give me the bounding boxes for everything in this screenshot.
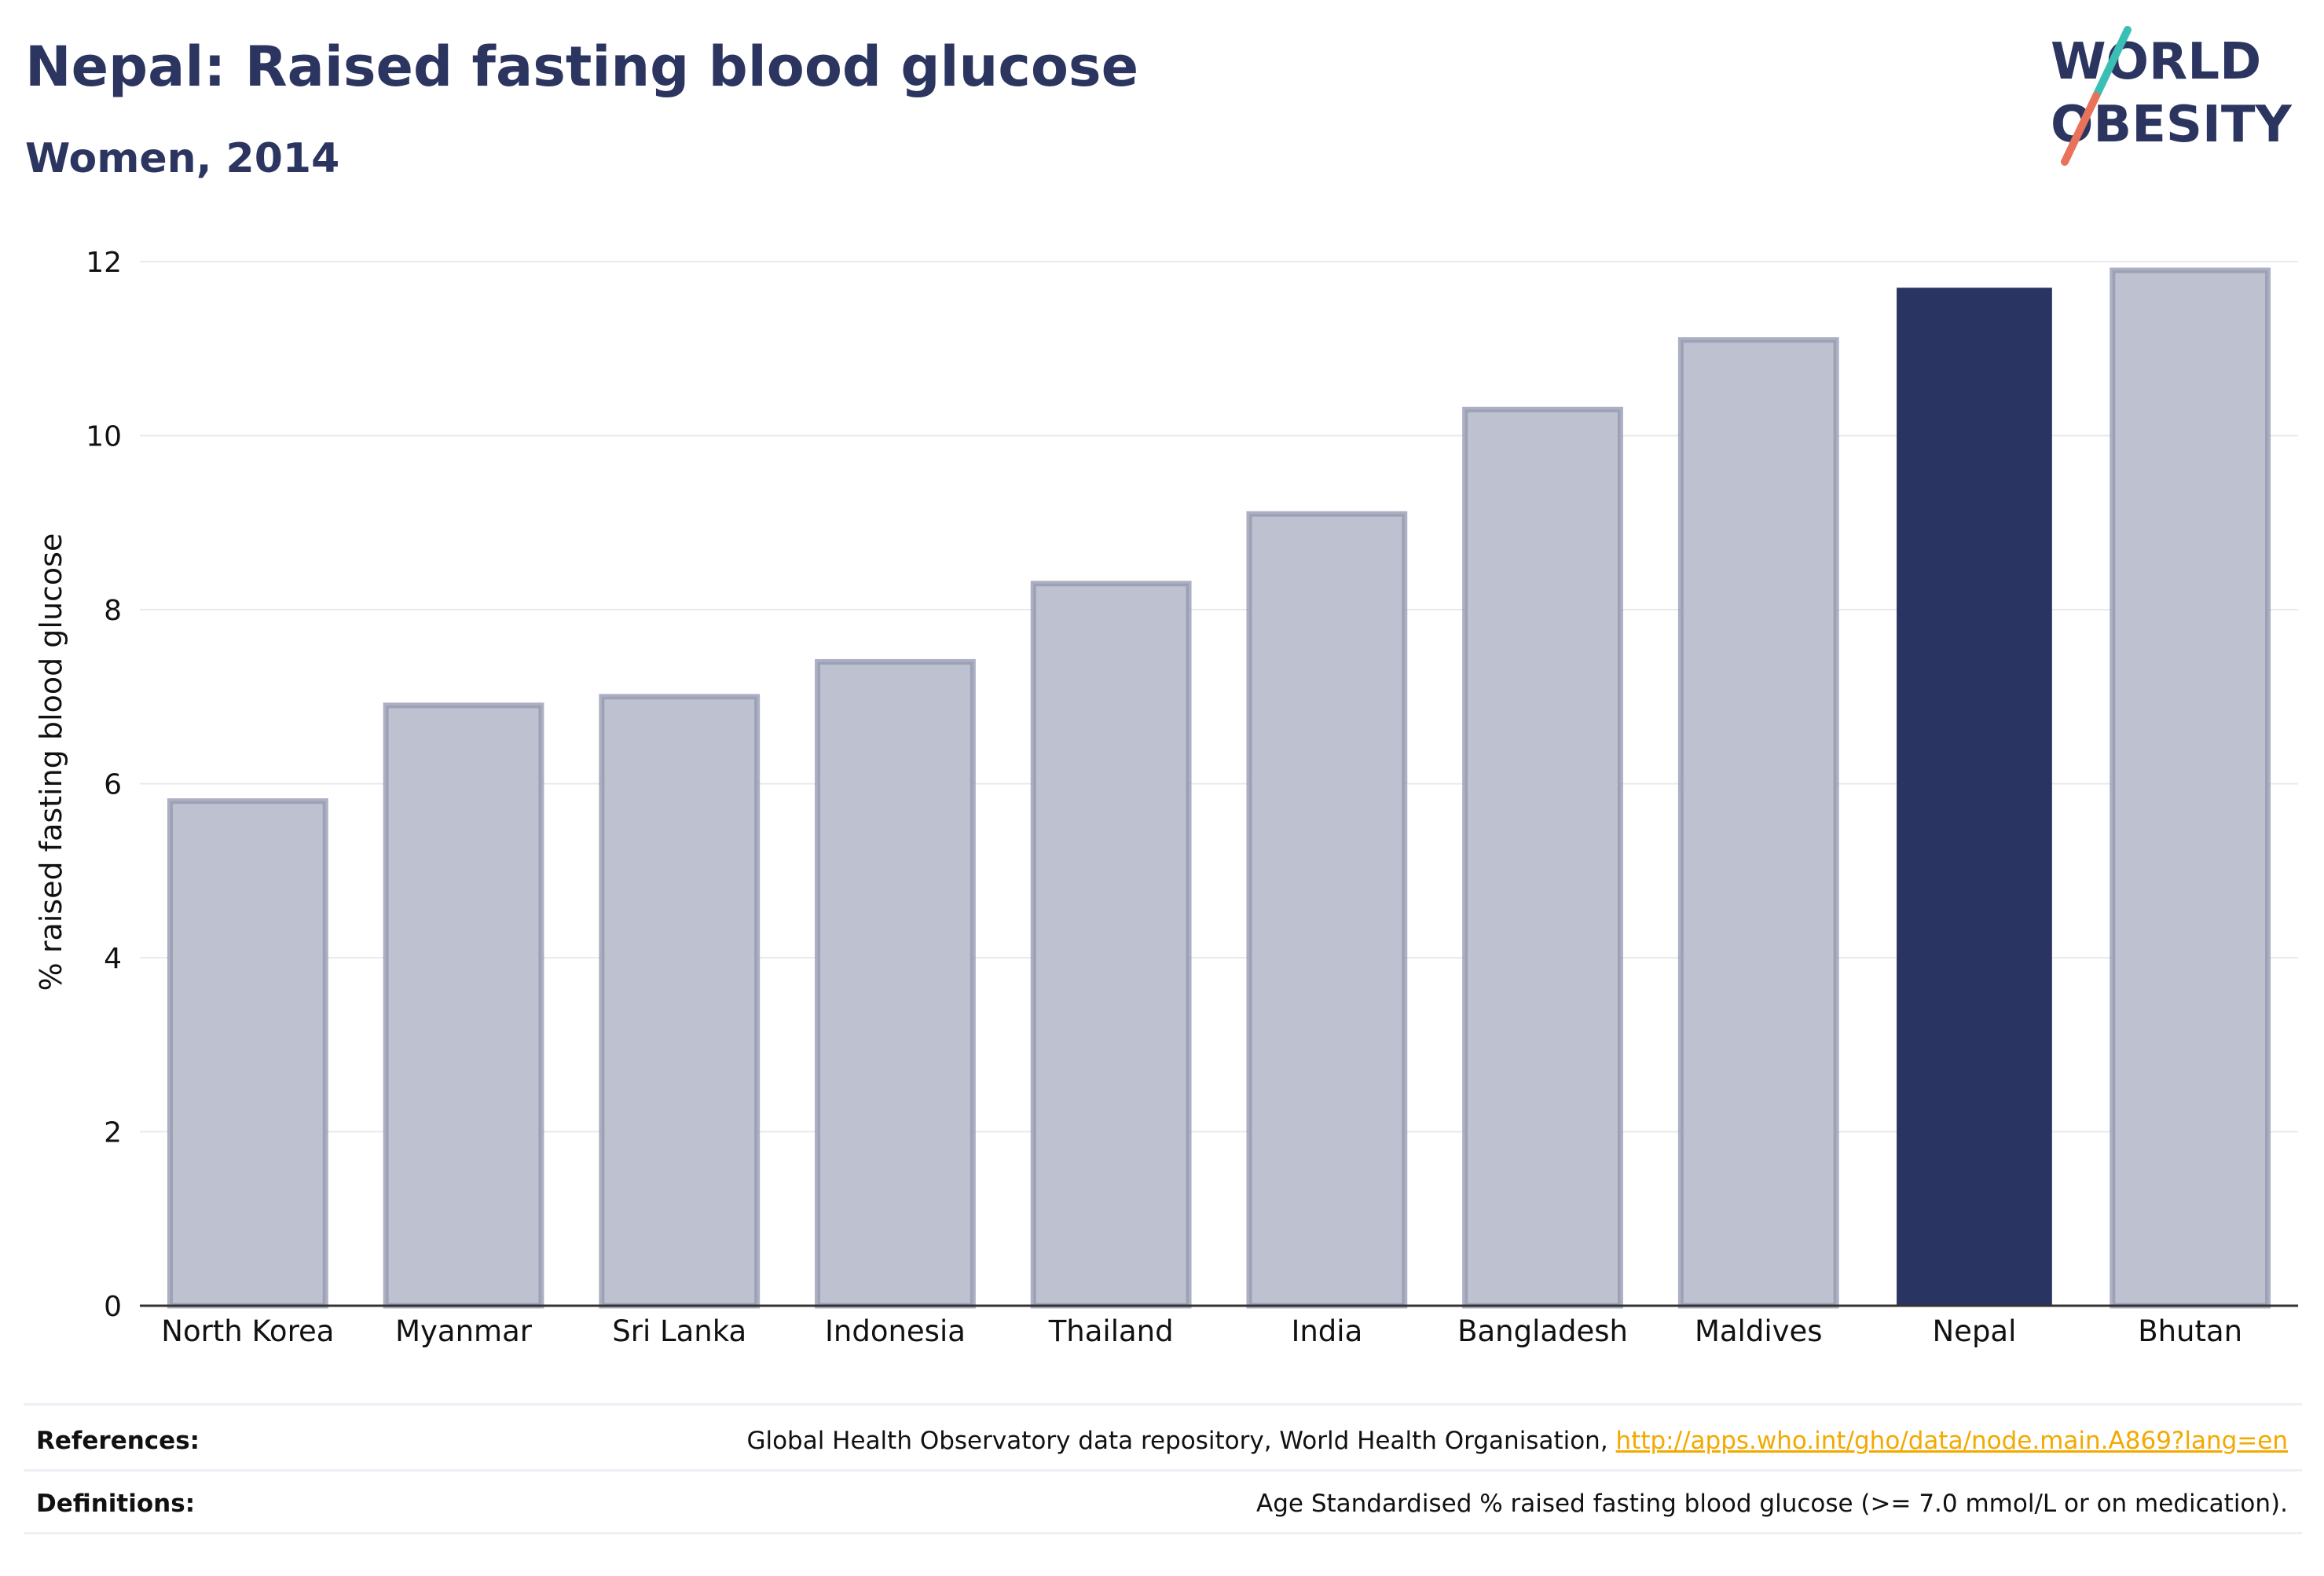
x-tick-label: Sri Lanka bbox=[612, 1314, 746, 1348]
y-tick-label: 2 bbox=[104, 1117, 122, 1149]
bars bbox=[167, 267, 2271, 1309]
y-tick-label: 8 bbox=[104, 595, 122, 627]
definitions-text: Age Standardised % raised fasting blood … bbox=[1256, 1490, 2288, 1518]
x-tick-label: Thailand bbox=[1048, 1314, 1174, 1348]
y-tick-label: 6 bbox=[104, 769, 122, 801]
x-tick-label: Indonesia bbox=[825, 1314, 966, 1348]
bar-bangladesh bbox=[1462, 406, 1623, 1309]
footer-divider bbox=[24, 1469, 2302, 1472]
chart-title: Nepal: Raised fasting blood glucose bbox=[25, 35, 1139, 99]
bar-bhutan bbox=[2110, 267, 2271, 1309]
x-tick-label: India bbox=[1291, 1314, 1362, 1348]
y-tick-label: 10 bbox=[86, 421, 122, 453]
y-tick-label: 12 bbox=[86, 247, 122, 279]
x-tick-label: Bangladesh bbox=[1457, 1314, 1628, 1348]
bar-sri-lanka bbox=[599, 694, 761, 1309]
references-label: References: bbox=[36, 1427, 200, 1455]
y-axis-label: % raised fasting blood glucose bbox=[34, 533, 68, 991]
references-link[interactable]: http://apps.who.int/gho/data/node.main.A… bbox=[1615, 1427, 2288, 1455]
bar-thailand bbox=[1030, 581, 1192, 1309]
definitions-label: Definitions: bbox=[36, 1490, 196, 1518]
references-text: Global Health Observatory data repositor… bbox=[746, 1427, 2288, 1455]
y-tick-label: 4 bbox=[104, 943, 122, 975]
references-source: Global Health Observatory data repositor… bbox=[746, 1427, 1616, 1455]
world-obesity-logo: WORLD OBESITY bbox=[2051, 26, 2292, 166]
bar-north-korea bbox=[167, 798, 328, 1309]
footer-divider bbox=[24, 1532, 2302, 1534]
bar-india bbox=[1246, 511, 1408, 1309]
bar-indonesia bbox=[815, 658, 976, 1309]
x-tick-label: Bhutan bbox=[2138, 1314, 2242, 1348]
logo-slash-coral bbox=[2061, 92, 2100, 166]
x-tick-label: Maldives bbox=[1695, 1314, 1823, 1348]
bar-chart: 0 2 4 6 8 10 12 North Korea Myanmar Sri Lanka Indo… bbox=[34, 247, 2298, 1348]
axes: 0 2 4 6 8 10 12 North Korea Myanmar Sri Lanka Indo… bbox=[86, 247, 2298, 1348]
x-tick-label: Nepal bbox=[1933, 1314, 2017, 1348]
x-tick-label: Myanmar bbox=[395, 1314, 533, 1348]
bar-maldives bbox=[1677, 337, 1839, 1309]
chart-subtitle: Women, 2014 bbox=[25, 135, 340, 182]
bar-myanmar bbox=[383, 702, 544, 1309]
logo-slash-teal bbox=[2092, 26, 2132, 100]
bar-nepal bbox=[1897, 288, 2052, 1307]
logo-line1: WORLD bbox=[2051, 33, 2261, 91]
footer-divider bbox=[24, 1403, 2302, 1406]
x-tick-label: North Korea bbox=[161, 1314, 334, 1348]
y-tick-label: 0 bbox=[104, 1291, 122, 1323]
